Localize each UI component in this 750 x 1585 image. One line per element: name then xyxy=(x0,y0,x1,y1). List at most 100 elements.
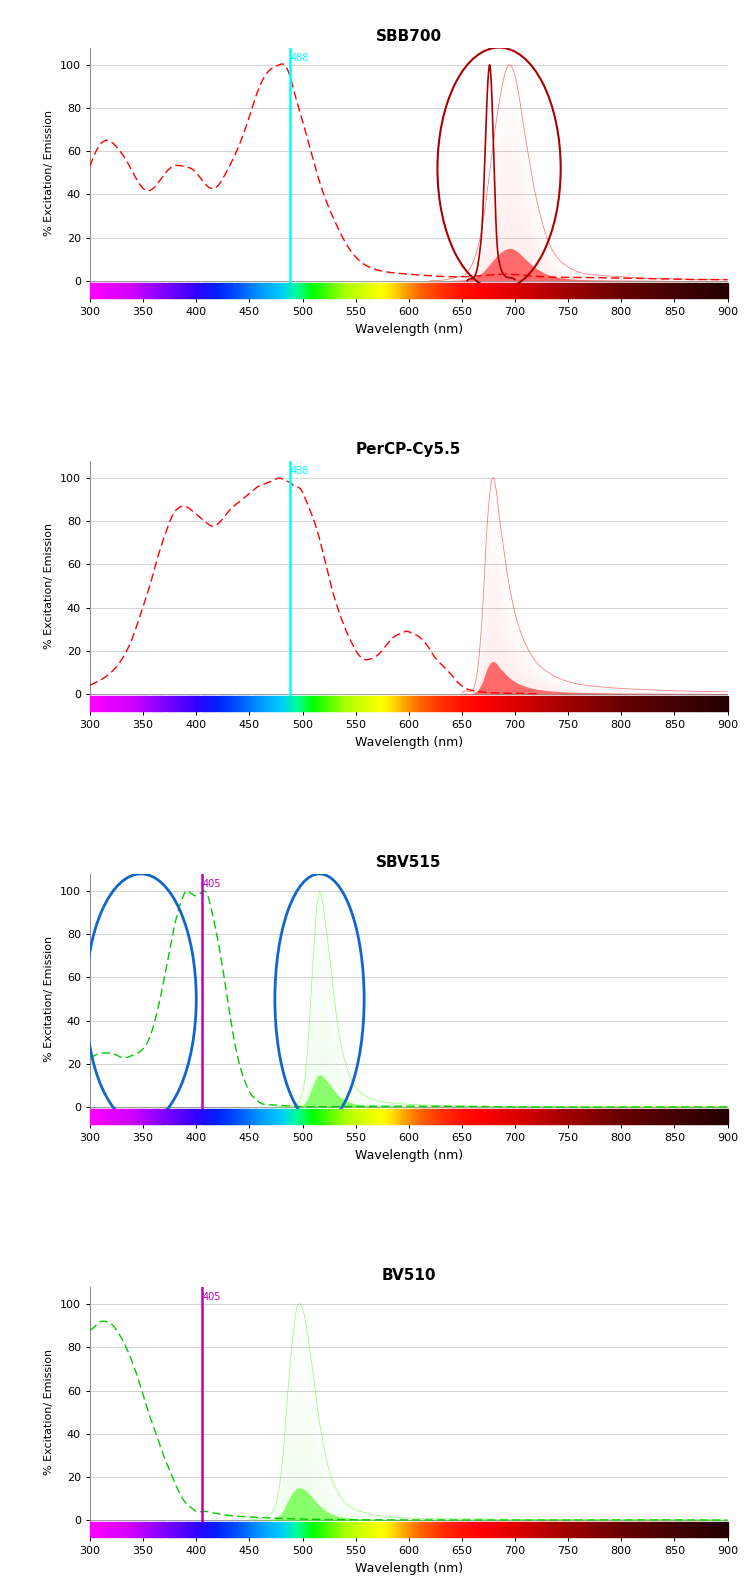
Bar xyxy=(555,696,556,712)
Bar xyxy=(608,696,610,712)
Bar xyxy=(610,696,613,712)
Bar xyxy=(724,696,728,712)
Bar xyxy=(104,1110,106,1124)
Bar xyxy=(617,282,620,298)
Bar xyxy=(96,696,97,712)
Bar xyxy=(568,1110,570,1124)
Bar xyxy=(570,1110,572,1124)
Bar xyxy=(526,1522,528,1537)
Bar xyxy=(560,696,562,712)
Bar xyxy=(617,696,620,712)
Bar xyxy=(548,1110,549,1124)
Bar xyxy=(583,1110,585,1124)
Bar xyxy=(621,282,625,298)
Bar xyxy=(596,696,598,712)
Bar xyxy=(98,696,100,712)
Bar xyxy=(536,696,538,712)
Bar xyxy=(500,696,501,712)
Bar xyxy=(484,1110,485,1124)
Bar xyxy=(118,282,120,298)
Bar xyxy=(562,282,564,298)
Bar xyxy=(493,696,494,712)
Bar xyxy=(525,1110,526,1124)
Bar xyxy=(530,696,532,712)
Bar xyxy=(120,696,122,712)
Bar xyxy=(604,1110,606,1124)
Bar xyxy=(524,1110,525,1124)
Bar xyxy=(590,1110,592,1124)
Bar xyxy=(668,1522,670,1537)
Bar xyxy=(107,696,109,712)
Bar xyxy=(643,1110,646,1124)
Bar xyxy=(130,1110,131,1124)
Bar xyxy=(579,1522,580,1537)
Bar xyxy=(511,1522,512,1537)
Bar xyxy=(546,696,548,712)
Bar xyxy=(114,282,116,298)
Bar xyxy=(120,1110,122,1124)
Bar xyxy=(610,282,613,298)
Bar xyxy=(542,1110,543,1124)
Bar xyxy=(592,1522,594,1537)
Bar xyxy=(117,1522,118,1537)
Bar xyxy=(128,1522,130,1537)
Bar xyxy=(562,1522,564,1537)
Bar xyxy=(492,1110,493,1124)
Bar xyxy=(503,696,504,712)
Bar xyxy=(528,1110,530,1124)
Bar xyxy=(660,1522,664,1537)
Bar xyxy=(600,1522,602,1537)
Bar xyxy=(504,696,506,712)
Bar xyxy=(587,696,590,712)
Bar xyxy=(535,1110,536,1124)
Bar xyxy=(122,1110,124,1124)
Bar xyxy=(713,282,717,298)
Bar xyxy=(98,282,100,298)
Bar xyxy=(604,696,606,712)
Bar xyxy=(560,282,562,298)
Bar xyxy=(497,1110,498,1124)
Bar xyxy=(706,1110,710,1124)
Bar xyxy=(128,1110,130,1124)
Bar xyxy=(515,696,517,712)
Bar xyxy=(483,696,484,712)
Bar xyxy=(490,696,492,712)
Bar xyxy=(670,1110,674,1124)
Bar xyxy=(495,696,496,712)
Bar xyxy=(580,1522,583,1537)
Bar xyxy=(114,1522,116,1537)
Bar xyxy=(111,282,112,298)
Bar xyxy=(508,282,509,298)
Bar xyxy=(104,282,106,298)
Bar xyxy=(585,1522,587,1537)
Bar xyxy=(98,1110,100,1124)
Bar xyxy=(594,1110,596,1124)
Bar xyxy=(96,282,97,298)
Bar xyxy=(682,282,685,298)
Bar xyxy=(554,1522,555,1537)
Bar xyxy=(533,696,535,712)
Bar xyxy=(585,696,587,712)
Bar xyxy=(101,1110,103,1124)
Bar xyxy=(504,1110,506,1124)
Bar xyxy=(513,696,514,712)
Bar xyxy=(604,282,606,298)
Bar xyxy=(103,1522,104,1537)
Bar xyxy=(668,1110,670,1124)
Text: 488: 488 xyxy=(291,52,309,63)
Bar xyxy=(120,282,122,298)
Bar xyxy=(546,1522,548,1537)
Bar xyxy=(513,282,514,298)
Bar xyxy=(564,1522,566,1537)
Bar xyxy=(613,696,615,712)
Bar xyxy=(512,1522,513,1537)
Bar xyxy=(90,1110,92,1124)
Bar xyxy=(125,1522,127,1537)
Bar xyxy=(585,282,587,298)
Bar xyxy=(496,696,497,712)
Bar xyxy=(560,1110,562,1124)
Bar xyxy=(646,282,650,298)
Bar xyxy=(538,282,539,298)
Bar xyxy=(710,1522,713,1537)
Bar xyxy=(587,282,590,298)
